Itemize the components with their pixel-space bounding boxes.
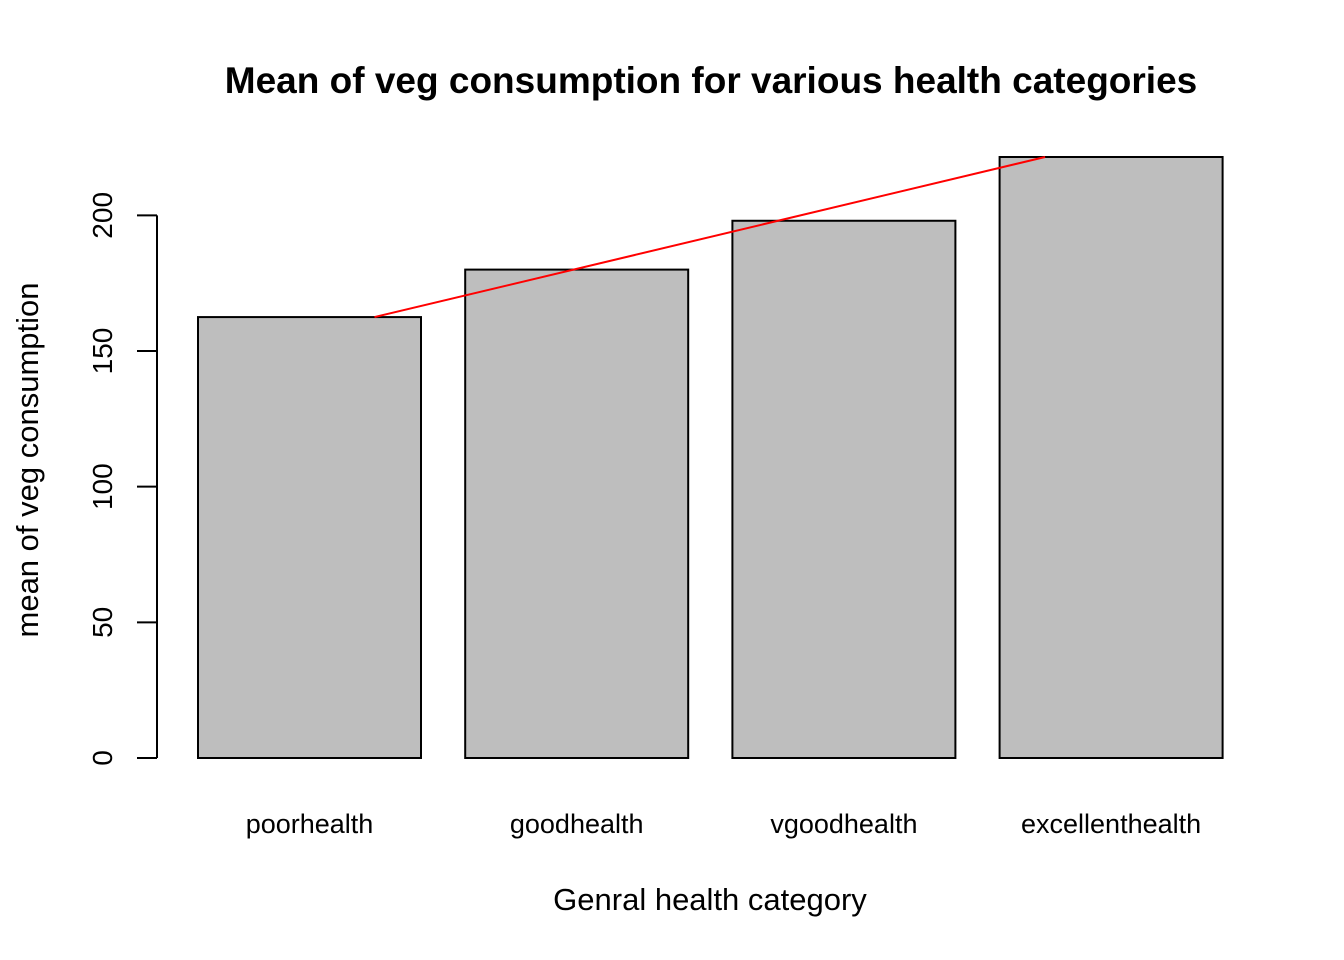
x-tick-label: poorhealth [246, 809, 374, 839]
x-axis-labels: poorhealth goodhealth vgoodhealth excellent… [246, 809, 1201, 839]
bar-poorhealth [197, 316, 422, 759]
y-tick-label: 0 [87, 750, 118, 766]
trend-line [374, 156, 1046, 319]
bar-vgoodhealth [731, 219, 957, 759]
y-tick-label: 50 [87, 607, 118, 638]
bar-goodhealth [464, 268, 690, 759]
chart-title: Mean of veg consumption for various heal… [225, 60, 1197, 101]
y-tick-label: 200 [87, 192, 118, 239]
x-tick-label: goodhealth [510, 809, 644, 839]
y-axis: 0 50 100 150 200 [87, 192, 158, 766]
y-tick-label: 150 [87, 328, 118, 375]
x-tick-label: vgoodhealth [770, 809, 917, 839]
y-axis-title: mean of veg consumption [10, 283, 45, 638]
trend-line-group [374, 156, 1046, 319]
x-axis-title: Genral health category [553, 882, 867, 917]
y-tick-label: 100 [87, 463, 118, 510]
bar-excellenthealth [998, 156, 1224, 759]
bars-group [197, 156, 1224, 759]
x-tick-label: excellenthealth [1021, 809, 1201, 839]
